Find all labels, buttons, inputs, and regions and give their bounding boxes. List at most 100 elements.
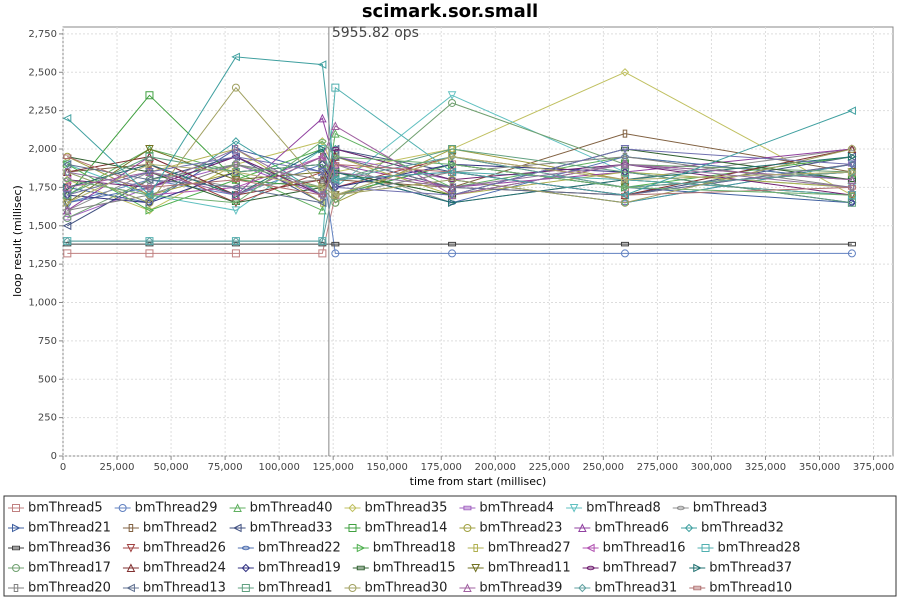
marker [847, 145, 856, 154]
marker [331, 129, 340, 138]
y-tick-label: 1,750 [28, 182, 57, 193]
y-tick-label: 2,250 [28, 106, 57, 117]
marker [318, 152, 327, 161]
marker [847, 152, 857, 162]
legend-item: bmThread29 [114, 501, 218, 516]
legend-label: bmThread28 [718, 541, 801, 556]
legend-item: bmThread16 [582, 541, 686, 556]
marker [62, 221, 72, 231]
marker [348, 584, 357, 592]
marker [145, 237, 154, 246]
marker [348, 524, 357, 532]
marker [620, 175, 630, 185]
marker [331, 190, 340, 200]
marker [233, 145, 239, 154]
x-tick-label: 275,000 [637, 462, 678, 473]
marker [233, 160, 239, 169]
legend-label: bmThread1 [258, 581, 333, 596]
x-tick-label: 225,000 [529, 462, 570, 473]
marker [231, 177, 240, 182]
marker [622, 160, 628, 169]
marker [63, 208, 72, 213]
marker [317, 60, 327, 69]
legend-item: bmThread1 [237, 581, 333, 596]
x-tick-label: 300,000 [691, 462, 732, 473]
legend-label: bmThread22 [258, 541, 341, 556]
marker [448, 241, 457, 247]
marker [317, 198, 327, 208]
marker [317, 152, 327, 162]
marker [128, 524, 134, 532]
marker [144, 175, 154, 185]
marker [348, 503, 357, 513]
marker [622, 129, 628, 138]
legend-label: bmThread23 [479, 521, 562, 536]
marker [231, 190, 241, 200]
marker [12, 564, 20, 572]
marker [318, 236, 327, 246]
marker [63, 237, 72, 246]
marker [318, 249, 327, 258]
marker [701, 544, 710, 552]
marker [447, 91, 457, 100]
legend-item: bmThread7 [582, 561, 677, 576]
y-tick-label: 2,500 [28, 67, 57, 78]
marker [63, 191, 72, 200]
legend-item: bmThread14 [344, 521, 447, 536]
x-tick-label: 350,000 [799, 462, 840, 473]
marker [12, 545, 20, 551]
marker [847, 192, 856, 198]
legend-label: bmThread40 [250, 501, 333, 516]
marker [63, 177, 72, 182]
legend-item: bmThread2 [122, 521, 218, 536]
legend-label: bmThread5 [28, 501, 103, 516]
marker [331, 83, 340, 92]
marker [448, 162, 457, 167]
marker [63, 182, 72, 192]
y-tick-label: 2,750 [28, 29, 57, 40]
marker [318, 168, 327, 177]
marker [448, 98, 457, 107]
marker [118, 504, 127, 512]
y-tick-label: 250 [38, 413, 57, 424]
marker [13, 584, 19, 592]
x-tick-label: 75,000 [208, 462, 243, 473]
marker [471, 564, 480, 573]
legend-label: bmThread13 [143, 581, 226, 596]
marker [333, 168, 338, 177]
marker [331, 154, 340, 159]
legend-label: bmThread35 [365, 501, 448, 516]
marker [231, 137, 241, 146]
x-tick-label: 50,000 [154, 462, 189, 473]
legend-label: bmThread21 [28, 521, 111, 536]
legend-label: bmThread20 [28, 581, 111, 596]
marker [448, 152, 457, 162]
legend-label: bmThread26 [143, 541, 226, 556]
marker [126, 544, 136, 553]
legend-label: bmThread32 [701, 521, 784, 536]
marker [147, 183, 152, 192]
marker [63, 214, 72, 223]
legend-item: bmThread26 [122, 541, 226, 556]
marker [12, 523, 21, 533]
legend-item: bmThread20 [8, 581, 111, 596]
marker [62, 114, 72, 123]
legend-label: bmThread4 [479, 501, 554, 516]
legend-label: bmThread10 [709, 581, 792, 596]
legend-label: bmThread30 [365, 581, 448, 596]
marker [847, 185, 856, 190]
marker [447, 152, 457, 161]
legend-item: bmThread37 [689, 561, 792, 576]
legend-item: bmThread22 [237, 541, 341, 556]
legend-item: bmThread18 [352, 541, 456, 556]
marker [847, 241, 856, 247]
marker [620, 190, 629, 200]
legend-label: bmThread17 [28, 561, 111, 576]
legend-item: bmThread11 [467, 561, 571, 576]
legend-label: bmThread29 [135, 501, 218, 516]
marker [145, 145, 154, 154]
marker [145, 168, 154, 177]
legend-item: bmThread23 [459, 521, 562, 536]
legend-label: bmThread16 [603, 541, 686, 556]
